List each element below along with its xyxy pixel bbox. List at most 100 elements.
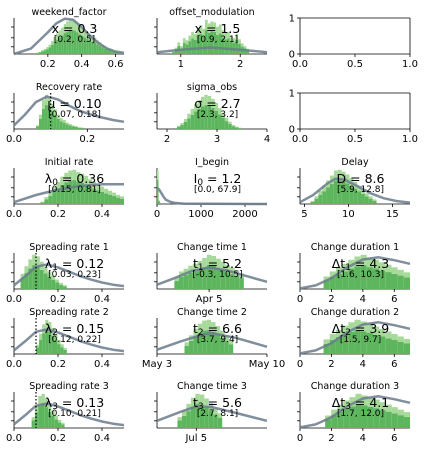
xtick-label: 0 xyxy=(297,294,303,305)
hist-bar-light xyxy=(349,397,356,407)
hist-bar xyxy=(331,415,338,428)
hist-bar xyxy=(64,182,69,204)
hist-bar xyxy=(391,273,398,289)
hist-bar-light xyxy=(210,21,214,32)
hist-bar-light xyxy=(379,262,386,271)
hist-bar xyxy=(116,197,121,204)
hist-bar-light xyxy=(31,417,35,421)
hist-bar-light xyxy=(36,344,40,348)
hist-bar xyxy=(73,30,77,54)
hist-bar xyxy=(206,265,212,289)
hist-bar xyxy=(207,32,211,54)
hist-bar-light xyxy=(343,400,350,409)
hist-bar xyxy=(355,404,362,428)
ci-annotation: [3.7, 9.4] xyxy=(197,335,238,345)
hist-bar xyxy=(364,196,369,204)
hist-bar xyxy=(60,184,65,204)
hist-bar-light xyxy=(335,267,343,274)
hist-bar-light xyxy=(47,271,52,277)
median-annotation: λ2 = 0.15 xyxy=(45,321,104,338)
hist-bar-light xyxy=(51,410,55,416)
hist-bar-light xyxy=(80,173,85,183)
panel-title: I_begin xyxy=(195,157,229,168)
prior-curve xyxy=(156,331,268,351)
hist-bar-light xyxy=(361,189,365,194)
hist-bar-light xyxy=(56,114,60,119)
hist-bar xyxy=(188,340,194,354)
hist-bar-light xyxy=(55,279,60,283)
hist-bar-light xyxy=(57,339,61,345)
prior-curve xyxy=(299,395,411,429)
xtick-label: 1 xyxy=(178,59,184,70)
hist-bar xyxy=(191,38,194,54)
hist-bar xyxy=(88,40,92,54)
hist-bar-light xyxy=(51,41,54,46)
hist-bar xyxy=(335,273,343,289)
median-annotation: x = 0.3 xyxy=(52,21,98,36)
xtick-label: 0.0 xyxy=(6,359,22,370)
ci-annotation: [1.6, 10.3] xyxy=(337,270,384,280)
hist-bar-light xyxy=(73,20,77,31)
hist-bar-light xyxy=(177,417,182,421)
xtick-label: Jul 5 xyxy=(184,433,207,444)
hist-bar-light xyxy=(329,333,336,340)
ci-annotation: [1.5, 9.7] xyxy=(340,335,381,345)
hist-bar xyxy=(318,194,323,204)
hist-bar xyxy=(214,110,219,129)
hist-bar xyxy=(104,193,109,204)
hist-bar-light xyxy=(60,176,65,185)
median-annotation: λ1 = 0.12 xyxy=(45,256,104,273)
hist-bar xyxy=(323,280,330,289)
hist-bar-light xyxy=(68,123,72,126)
hist-bar xyxy=(51,415,55,428)
hist-bar xyxy=(111,51,114,54)
panel-title: sigma_obs xyxy=(187,82,237,93)
hist-bar-light xyxy=(331,409,338,416)
hist-bar xyxy=(221,117,225,129)
hist-bar xyxy=(44,105,48,129)
hist-bar-light xyxy=(366,323,373,333)
xtick-label: 0.0 xyxy=(292,59,308,70)
hist-bar xyxy=(36,53,39,54)
hist-bar xyxy=(46,49,49,54)
hist-bar xyxy=(38,118,42,129)
hist-bar xyxy=(28,268,33,289)
hist-bar xyxy=(171,52,175,54)
hist-bar-light xyxy=(62,285,67,287)
panel-sigma_obs: 2 3 4 sigma_obs σ = 2.7[2.3, 3.2] xyxy=(154,82,270,145)
hist-bar-light xyxy=(71,125,75,127)
hist-bar xyxy=(190,114,195,129)
hist-bar xyxy=(323,343,330,354)
hist-bar xyxy=(100,191,105,204)
prior-curve xyxy=(299,177,411,204)
hist-bar xyxy=(397,341,404,354)
hist-bar-light xyxy=(227,31,230,39)
hist-bar-light xyxy=(38,395,42,406)
hist-bar xyxy=(93,42,97,54)
hist-bar-light xyxy=(61,422,65,425)
hist-bar xyxy=(234,275,240,289)
panel-recovery_rate: 0.0 0.2 Recovery rate μ = 0.10[0.07, 0.18] xyxy=(6,82,125,145)
hist-bar xyxy=(76,32,79,54)
hist-bar-light xyxy=(181,410,187,416)
hist-bar-light xyxy=(86,32,89,40)
hist-bar-light xyxy=(188,265,193,273)
hist-bar xyxy=(91,41,94,54)
hist-bar-light xyxy=(211,322,216,332)
prior-curve xyxy=(13,182,124,204)
hist-bar-light xyxy=(194,104,198,112)
hist-bar-light xyxy=(50,103,54,112)
hist-bar-light xyxy=(238,39,241,44)
hist-bar-light xyxy=(46,47,49,50)
hist-bar-light xyxy=(355,393,362,405)
hist-bar xyxy=(180,124,184,129)
hist-bar-light xyxy=(243,46,247,49)
hist-bar-light xyxy=(224,335,229,341)
hist-bar-light xyxy=(71,19,74,31)
hist-bar-light xyxy=(202,257,207,268)
hist-bar xyxy=(235,40,239,54)
hist-bar-light xyxy=(211,98,215,108)
hist-bar-light xyxy=(72,169,77,181)
hist-bar xyxy=(224,121,229,129)
hist-bar xyxy=(174,280,179,289)
